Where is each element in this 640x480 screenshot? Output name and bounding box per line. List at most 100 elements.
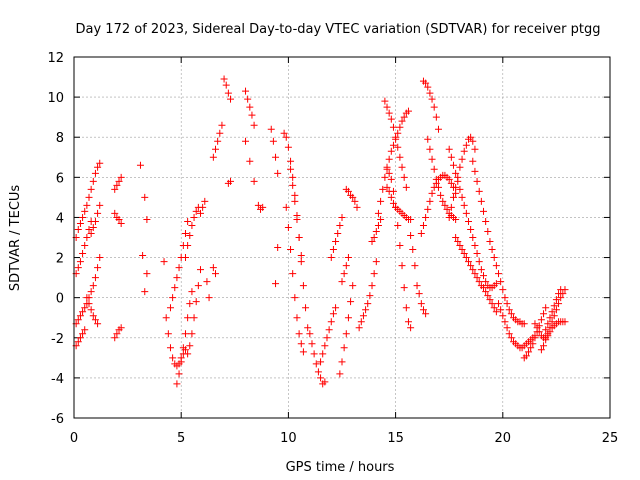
data-point [164,330,172,338]
data-point [449,161,457,169]
data-point [441,201,449,209]
series-arc-s [209,264,220,278]
data-point [407,231,415,239]
data-point [546,324,554,332]
series-arc-ad [306,330,329,388]
data-point [344,254,352,262]
data-point [242,87,250,95]
data-point [426,145,434,153]
data-point [139,252,147,260]
data-point [143,215,151,223]
data-point [196,209,204,217]
data-point [81,304,89,312]
data-point [141,288,149,296]
data-point [372,258,380,266]
data-point [353,203,361,211]
data-point [306,330,314,338]
data-point [248,111,256,119]
data-point [81,207,89,215]
series-arc-a [72,159,104,241]
data-point [422,310,430,318]
data-point [460,250,468,258]
data-point [428,95,436,103]
data-point [190,314,198,322]
data-point [385,155,393,163]
data-point [83,201,91,209]
series-arc-ao [383,165,415,332]
data-point [473,274,481,282]
data-point [499,286,507,294]
series-arc-ai [338,254,352,286]
data-point [411,262,419,270]
data-point [351,197,359,205]
data-point [486,238,494,246]
data-point [289,181,297,189]
data-point [291,191,299,199]
data-point [308,340,316,348]
data-point [184,217,192,225]
data-point [428,155,436,163]
data-point [445,145,453,153]
data-point [76,334,84,342]
data-point [220,75,228,83]
series-arc-p [181,203,202,262]
data-point [201,197,209,205]
data-point [419,221,427,229]
data-point [173,274,181,282]
data-point [394,143,402,151]
data-point [336,221,344,229]
data-point [492,262,500,270]
data-point [94,209,102,217]
series-arc-ar [419,77,442,133]
y-tick-label: 8 [56,131,64,146]
data-point [295,234,303,241]
series-arc-k [141,193,151,223]
data-point [111,209,119,217]
data-point [552,296,560,304]
data-point [291,294,299,302]
data-point [392,203,400,211]
data-point [452,215,460,223]
data-point [344,314,352,322]
data-point [310,350,318,358]
data-point [385,109,393,117]
data-point [471,167,479,175]
data-point [336,370,344,378]
data-point [434,183,442,191]
data-point [383,103,391,111]
data-point [475,258,483,266]
data-point [452,189,460,197]
series-arc-ae [317,304,340,366]
data-point [87,229,95,237]
data-point [96,159,104,167]
y-tick-label: 4 [56,211,64,226]
data-point [449,193,457,201]
data-point [533,324,541,332]
data-point [83,294,91,302]
series-arc-x [254,201,267,213]
series-arc-aa [280,129,312,332]
data-point [490,254,498,262]
data-point [452,234,460,241]
data-point [434,125,442,133]
data-point [492,308,500,316]
data-point [338,358,346,366]
data-point [287,157,295,165]
data-point [471,242,479,250]
data-point [452,169,460,177]
data-point [387,147,395,155]
data-point [385,169,393,177]
data-point [497,306,505,314]
data-point [173,380,181,388]
data-point [297,340,305,348]
data-point [175,264,183,272]
data-point [364,300,372,308]
series-arc-av [445,145,500,292]
series-arc-as [417,171,460,237]
data-point [334,229,342,237]
data-point [447,203,455,211]
data-point [381,97,389,105]
data-point [480,272,488,280]
series-arc-z [272,244,282,288]
data-point [85,300,93,308]
